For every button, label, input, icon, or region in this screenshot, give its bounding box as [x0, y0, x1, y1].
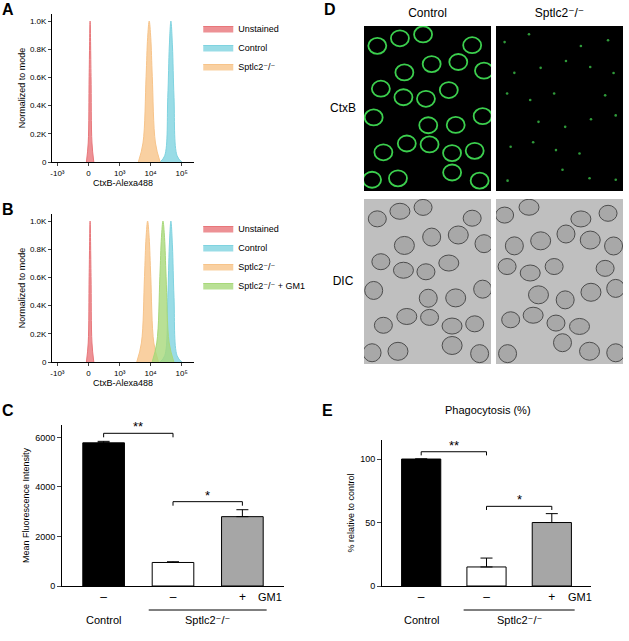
- svg-text:% relative to control: % relative to control: [346, 473, 356, 552]
- svg-text:0: 0: [86, 169, 91, 178]
- svg-text:*: *: [517, 492, 522, 507]
- svg-text:Control: Control: [238, 243, 267, 253]
- svg-text:10⁴: 10⁴: [144, 369, 157, 378]
- svg-text:*: *: [205, 488, 210, 503]
- svg-text:0: 0: [50, 581, 55, 591]
- svg-text:6000: 6000: [35, 433, 55, 443]
- svg-text:2000: 2000: [35, 532, 55, 542]
- svg-text:GM1: GM1: [258, 591, 282, 603]
- svg-text:0.2K: 0.2K: [30, 330, 47, 339]
- svg-text:Sptlc2⁻/⁻: Sptlc2⁻/⁻: [238, 62, 275, 72]
- svg-text:0: 0: [86, 369, 91, 378]
- svg-text:CtxB-Alexa488: CtxB-Alexa488: [93, 178, 153, 188]
- html-text:A: A: [2, 1, 14, 18]
- svg-text:Control: Control: [238, 43, 267, 53]
- html-text:B: B: [2, 201, 14, 218]
- svg-text:10⁵: 10⁵: [176, 369, 188, 378]
- svg-text:10³: 10³: [114, 169, 126, 178]
- svg-text:–: –: [100, 590, 107, 604]
- html-text:Sptlc2⁻/⁻: Sptlc2⁻/⁻: [534, 6, 585, 20]
- html-text:E: E: [322, 402, 333, 419]
- svg-text:Sptlc2⁻/⁻: Sptlc2⁻/⁻: [497, 614, 542, 626]
- svg-text:-10³: -10³: [50, 169, 65, 178]
- svg-text:+: +: [239, 590, 246, 604]
- svg-text:10⁵: 10⁵: [176, 169, 188, 178]
- svg-text:0.2K: 0.2K: [30, 130, 47, 139]
- html-text:Control: Control: [408, 6, 447, 20]
- svg-text:1.0K: 1.0K: [30, 217, 47, 226]
- svg-text:–: –: [170, 590, 177, 604]
- svg-text:100: 100: [360, 454, 375, 464]
- svg-text:-10³: -10³: [50, 369, 65, 378]
- svg-text:0: 0: [370, 581, 375, 591]
- svg-text:+: +: [548, 590, 555, 604]
- svg-text:**: **: [133, 419, 143, 434]
- svg-text:0.4K: 0.4K: [30, 301, 47, 310]
- svg-text:Control: Control: [404, 614, 439, 626]
- svg-text:0: 0: [42, 358, 47, 367]
- svg-text:10⁴: 10⁴: [144, 169, 157, 178]
- svg-text:0.6K: 0.6K: [30, 273, 47, 282]
- svg-text:**: **: [449, 438, 459, 453]
- svg-text:0.4K: 0.4K: [30, 101, 47, 110]
- svg-text:Sptlc2⁻/⁻ + GM1: Sptlc2⁻/⁻ + GM1: [238, 281, 305, 291]
- html-text:DIC: DIC: [332, 273, 354, 288]
- svg-text:GM1: GM1: [568, 591, 592, 603]
- html-text:D: D: [324, 1, 336, 18]
- html-text:C: C: [2, 402, 14, 419]
- svg-text:Control: Control: [86, 614, 121, 626]
- svg-text:10³: 10³: [114, 369, 126, 378]
- html-text:CtxB: CtxB: [330, 100, 356, 115]
- svg-text:Sptlc2⁻/⁻: Sptlc2⁻/⁻: [238, 262, 275, 272]
- svg-text:Sptlc2⁻/⁻: Sptlc2⁻/⁻: [185, 614, 230, 626]
- svg-text:0.6K: 0.6K: [30, 73, 47, 82]
- svg-text:Normalized to mode: Normalized to mode: [17, 48, 27, 129]
- svg-text:1.0K: 1.0K: [30, 17, 47, 26]
- svg-text:Normalized to mode: Normalized to mode: [17, 248, 27, 329]
- svg-text:Unstained: Unstained: [238, 224, 279, 234]
- svg-text:0.8K: 0.8K: [30, 245, 47, 254]
- svg-text:50: 50: [365, 518, 375, 528]
- svg-text:Mean Fluorescence Intensity: Mean Fluorescence Intensity: [21, 447, 31, 563]
- svg-text:CtxB-Alexa488: CtxB-Alexa488: [93, 378, 153, 388]
- svg-text:0: 0: [42, 158, 47, 167]
- svg-text:–: –: [418, 590, 425, 604]
- svg-text:–: –: [483, 590, 490, 604]
- svg-text:Phagocytosis (%): Phagocytosis (%): [445, 404, 531, 416]
- svg-text:Unstained: Unstained: [238, 24, 279, 34]
- svg-text:0.8K: 0.8K: [30, 45, 47, 54]
- svg-text:4000: 4000: [35, 482, 55, 492]
